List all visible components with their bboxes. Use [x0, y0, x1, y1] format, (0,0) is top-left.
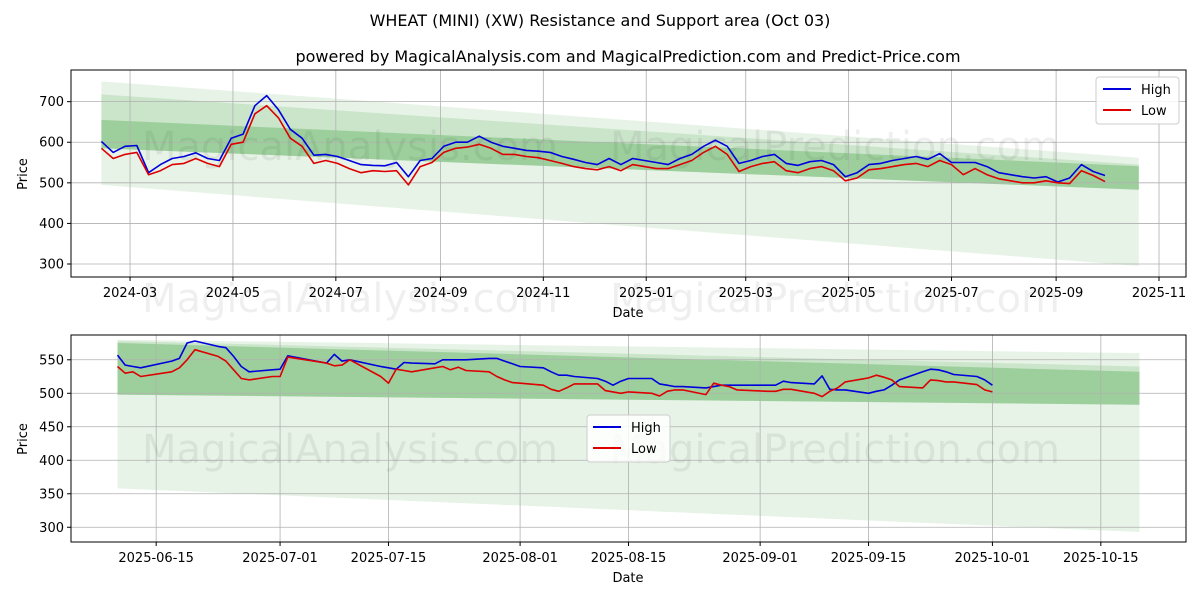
y-tick-label: 300	[39, 521, 64, 536]
chart-subtitle: powered by MagicalAnalysis.com and Magic…	[295, 47, 960, 66]
watermark-text: MagicalPrediction.com	[610, 427, 1060, 473]
x-tick-label: 2025-09-01	[722, 551, 798, 566]
y-tick-label: 500	[39, 176, 64, 191]
x-tick-label: 2025-03	[719, 286, 773, 301]
y-tick-label: 550	[39, 353, 64, 368]
x-tick-label: 2025-10-15	[1063, 551, 1139, 566]
y-tick-label: 450	[39, 420, 64, 435]
x-tick-label: 2025-08-01	[482, 551, 558, 566]
x-tick-label: 2025-10-01	[955, 551, 1031, 566]
watermark-text: MagicalPrediction.com	[610, 276, 1060, 322]
series-high-line	[116, 340, 993, 395]
y-tick-label: 700	[39, 95, 64, 110]
x-tick-label: 2024-11	[516, 286, 570, 301]
x-axis-label: Date	[612, 306, 643, 321]
x-tick-label: 2025-09-15	[831, 551, 907, 566]
chart-title: WHEAT (MINI) (XW) Resistance and Support…	[370, 11, 831, 30]
y-tick-label: 400	[39, 454, 64, 469]
watermark-text: MagicalAnalysis.com	[142, 124, 558, 170]
y-tick-label: 600	[39, 136, 64, 151]
watermark-text: MagicalPrediction.com	[610, 124, 1060, 170]
x-tick-label: 2025-11	[1132, 286, 1186, 301]
legend: High Low	[586, 414, 671, 463]
y-tick-label: 500	[39, 387, 64, 402]
series-low-line	[100, 104, 1106, 186]
legend-high-label: High	[631, 421, 661, 436]
y-axis-label: Price	[16, 423, 31, 455]
x-tick-label: 2025-08-15	[591, 551, 667, 566]
legend-low-label: Low	[1141, 104, 1167, 119]
x-tick-label: 2024-05	[206, 286, 260, 301]
y-axis-label: Price	[16, 158, 31, 190]
x-tick-label: 2025-05	[821, 286, 875, 301]
x-tick-label: 2025-01	[619, 286, 673, 301]
top-chart: MagicalAnalysis.com MagicalPrediction.co…	[16, 69, 1187, 322]
band-inner	[101, 119, 1139, 190]
legend-high-label: High	[1141, 83, 1171, 98]
x-axis-label: Date	[612, 571, 643, 586]
watermark-text: MagicalAnalysis.com	[142, 276, 558, 322]
legend: High Low	[1095, 76, 1180, 125]
x-tick-label: 2025-06-15	[118, 551, 194, 566]
x-tick-label: 2024-03	[103, 286, 157, 301]
y-tick-label: 350	[39, 487, 64, 502]
y-tick-label: 400	[39, 217, 64, 232]
x-tick-label: 2025-09	[1029, 286, 1083, 301]
series-low-line	[116, 348, 993, 398]
y-tick-label: 300	[39, 258, 64, 273]
plot-frame	[70, 334, 1187, 543]
bottom-chart: MagicalAnalysis.com MagicalPrediction.co…	[16, 334, 1187, 586]
x-tick-label: 2025-07	[924, 286, 978, 301]
x-tick-label: 2024-07	[309, 286, 363, 301]
watermark-text: MagicalAnalysis.com	[142, 427, 558, 473]
x-tick-label: 2025-07-15	[351, 551, 427, 566]
x-tick-label: 2024-09	[413, 286, 467, 301]
series-high-line	[100, 94, 1106, 183]
x-tick-label: 2025-07-01	[242, 551, 318, 566]
legend-low-label: Low	[631, 442, 657, 457]
plot-frame	[70, 69, 1187, 278]
